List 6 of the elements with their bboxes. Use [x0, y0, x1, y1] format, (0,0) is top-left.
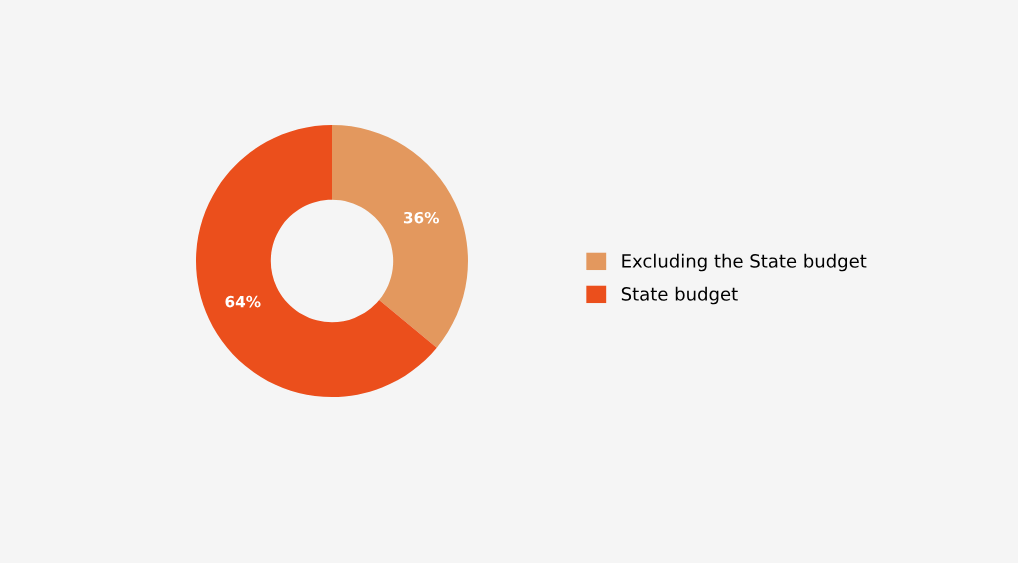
data-label: 36% [403, 211, 440, 224]
donut-slice [196, 125, 437, 397]
data-label: 64% [225, 295, 261, 308]
legend-label: State budget [621, 286, 738, 305]
legend-label: Excluding the State budget [622, 253, 867, 272]
donut-slice [332, 125, 468, 348]
